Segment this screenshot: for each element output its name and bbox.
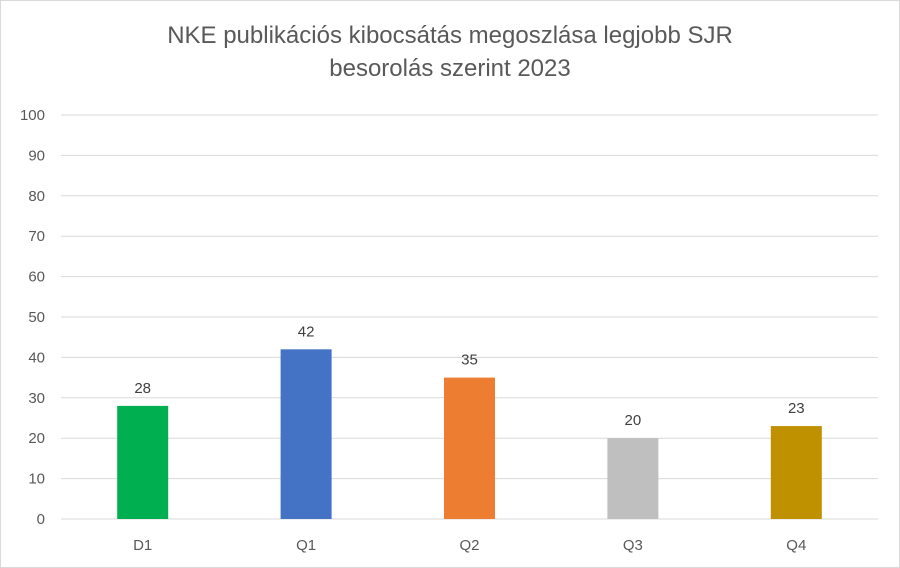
x-tick-label-q4: Q4 [786, 537, 806, 554]
chart-title: NKE publikációs kibocsátás megoszlása le… [1, 19, 899, 85]
x-tick-label-q1: Q1 [296, 537, 316, 554]
x-tick-label-d1: D1 [133, 537, 152, 554]
bar-q4 [770, 426, 822, 519]
y-tick-label-60: 60 [28, 269, 45, 286]
data-label-d1: 28 [134, 380, 151, 397]
y-tick-label-70: 70 [28, 228, 45, 245]
chart-title-line-2: besorolás szerint 2023 [329, 55, 571, 82]
bar-q2 [444, 377, 495, 519]
data-label-q2: 35 [461, 352, 478, 369]
chart-title-line-1: NKE publikációs kibocsátás megoszlása le… [167, 22, 733, 49]
y-tick-label-90: 90 [28, 147, 45, 164]
y-tick-label-30: 30 [28, 390, 45, 407]
bar-q3 [607, 438, 659, 519]
y-tick-label-0: 0 [37, 511, 45, 528]
y-tick-label-40: 40 [28, 349, 45, 366]
data-label-q3: 20 [625, 412, 642, 429]
bar-q1 [280, 349, 332, 519]
x-tick-label-q3: Q3 [623, 537, 643, 554]
y-tick-label-100: 100 [20, 107, 45, 124]
y-tick-label-50: 50 [28, 309, 45, 326]
bar-d1 [117, 405, 169, 519]
data-label-q1: 42 [298, 323, 315, 340]
y-tick-label-10: 10 [28, 471, 45, 488]
y-tick-label-80: 80 [28, 188, 45, 205]
y-tick-label-20: 20 [28, 430, 45, 447]
data-label-q4: 23 [788, 400, 805, 417]
x-tick-label-q2: Q2 [459, 537, 479, 554]
